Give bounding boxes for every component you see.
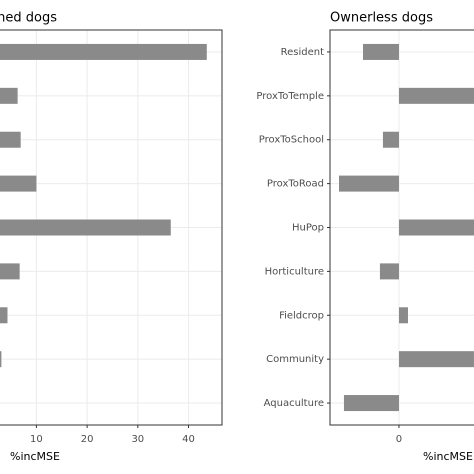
y-tick-label: ProxToTemple (256, 91, 324, 102)
x-axis-title: %incMSE (423, 450, 473, 463)
y-tick-label: Aquaculture (264, 398, 324, 409)
x-tick-label: 40 (182, 434, 195, 445)
x-tick-label: 10 (30, 434, 43, 445)
chart-title: Owned dogs (0, 11, 57, 26)
y-tick-label: Community (266, 354, 324, 365)
bar (343, 395, 399, 412)
x-tick-label: 30 (131, 434, 144, 445)
bar (379, 263, 399, 280)
bar (0, 351, 2, 368)
bar (398, 307, 408, 324)
bar (382, 131, 399, 148)
bar (0, 87, 18, 104)
y-tick-label: Fieldcrop (279, 310, 324, 321)
bar (0, 175, 37, 192)
bar (0, 263, 20, 280)
y-tick-label: ProxToSchool (259, 135, 324, 146)
x-axis-title: %incMSE (10, 450, 60, 463)
y-tick-label: Horticulture (265, 266, 324, 277)
bar (338, 175, 399, 192)
bar (0, 43, 207, 60)
bar (398, 351, 474, 368)
bar (398, 219, 474, 236)
x-tick-label: 0 (396, 434, 402, 445)
plot-frame (329, 29, 474, 426)
bar (0, 307, 8, 324)
y-tick-label: Resident (281, 47, 324, 58)
chart-title: Ownerless dogs (330, 11, 433, 26)
y-tick-label: HuPop (292, 223, 324, 234)
bar (0, 219, 171, 236)
bar (398, 87, 474, 104)
bar (362, 43, 399, 60)
y-tick-label: ProxToRoad (267, 179, 324, 190)
bar (0, 131, 21, 148)
plot-frame (0, 29, 223, 426)
x-tick-label: 20 (81, 434, 94, 445)
